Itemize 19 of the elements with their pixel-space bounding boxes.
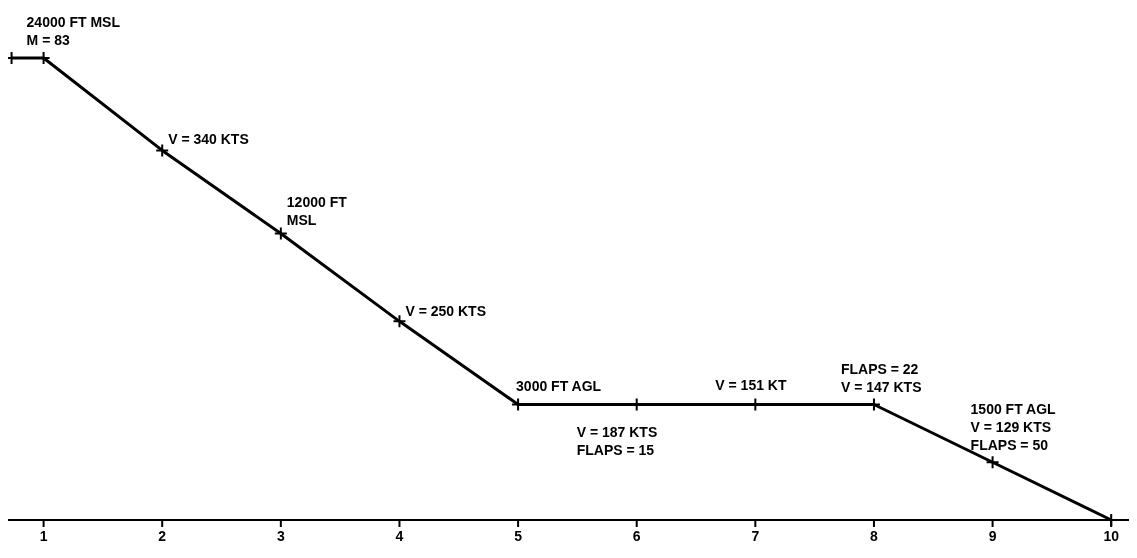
annotation: 12000 FT MSL [286,193,348,228]
x-tick-label: 1 [39,528,48,544]
x-tick-label: 4 [395,528,404,544]
annotation: V = 340 KTS [168,131,249,148]
annotation: V = 151 KT [715,376,787,393]
annotation: 1500 FT AGL V = 129 KTS FLAPS = 50 [970,401,1057,454]
annotation: 3000 FT AGL [516,377,602,394]
x-tick-label: 6 [632,528,641,544]
annotation: V = 250 KTS [405,303,487,320]
x-tick-label: 8 [870,528,879,544]
x-tick-label: 7 [751,528,760,544]
annotation: V = 187 KTS FLAPS = 15 [576,423,658,458]
x-tick-label: 10 [1103,528,1120,544]
annotation: 24000 FT MSL M = 83 [26,14,121,48]
x-tick-label: 3 [276,528,285,544]
x-tick-label: 5 [514,528,523,544]
annotation: FLAPS = 22 V = 147 KTS [840,360,922,395]
x-tick-label: 9 [988,528,997,544]
x-tick-label: 2 [158,528,167,544]
